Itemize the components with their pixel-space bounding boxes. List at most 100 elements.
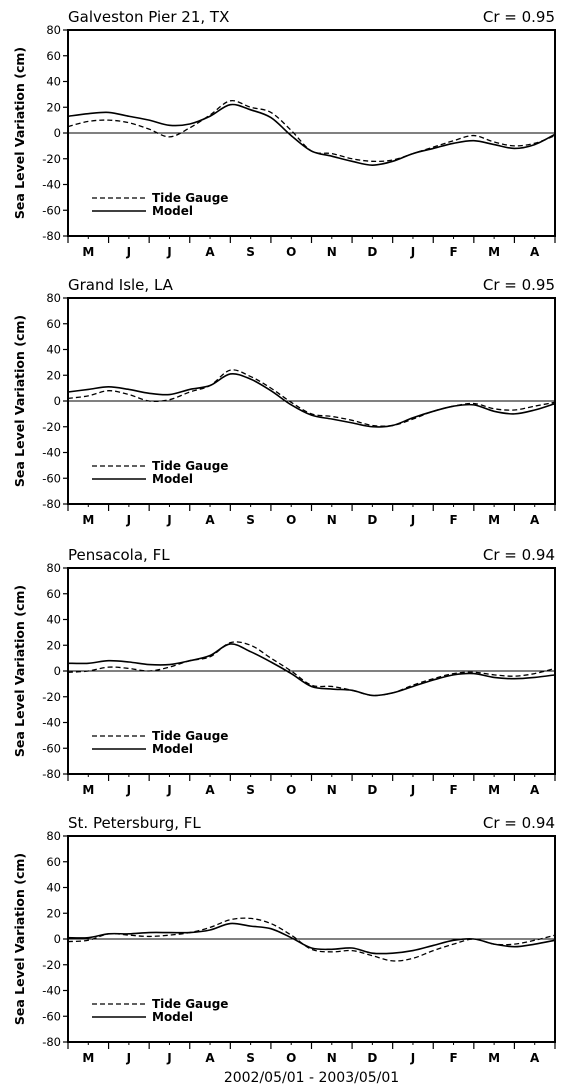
x-month-label: D xyxy=(367,783,377,797)
x-month-label: J xyxy=(126,513,131,527)
correlation-annotation: Cr = 0.95 xyxy=(483,276,555,294)
y-tick-label: 0 xyxy=(54,126,61,140)
y-tick-label: -80 xyxy=(42,767,61,781)
x-month-label: F xyxy=(449,513,457,527)
x-month-label: A xyxy=(205,783,215,797)
x-month-label: A xyxy=(205,513,215,527)
y-tick-label: 80 xyxy=(46,829,61,843)
legend-label: Model xyxy=(152,472,193,486)
y-tick-label: -20 xyxy=(42,152,61,166)
x-month-label: O xyxy=(286,1051,296,1065)
y-tick-label: 20 xyxy=(46,638,61,652)
y-tick-label: 60 xyxy=(46,587,61,601)
panel-3: 80 60 40 20 0 -20 -40 -60 -80 M J J A S O N D J F M A Pensaco… xyxy=(12,546,556,797)
x-month-label: M xyxy=(82,513,94,527)
y-tick-label: -60 xyxy=(42,471,61,485)
correlation-annotation: Cr = 0.94 xyxy=(483,546,555,564)
series-line-model xyxy=(67,643,556,697)
y-tick-label: 0 xyxy=(54,664,61,678)
x-month-label: M xyxy=(488,513,500,527)
y-tick-label: -80 xyxy=(42,1035,61,1049)
x-month-label: S xyxy=(246,1051,255,1065)
legend-label: Model xyxy=(152,742,193,756)
y-tick-label: 0 xyxy=(54,932,61,946)
x-month-label: J xyxy=(126,1051,131,1065)
y-tick-label: -40 xyxy=(42,984,61,998)
x-month-label: A xyxy=(530,513,540,527)
y-axis-label: Sea Level Variation (cm) xyxy=(12,585,27,757)
y-tick-label: 40 xyxy=(46,613,61,627)
y-tick-label: 80 xyxy=(46,561,61,575)
legend-label: Model xyxy=(152,204,193,218)
y-axis-label: Sea Level Variation (cm) xyxy=(12,315,27,487)
series-line-tide-gauge xyxy=(67,99,556,163)
x-month-label: M xyxy=(488,783,500,797)
x-month-label: J xyxy=(410,513,415,527)
y-tick-label: 40 xyxy=(46,881,61,895)
y-tick-label: -80 xyxy=(42,497,61,511)
x-month-label: O xyxy=(286,783,296,797)
x-month-label: A xyxy=(205,1051,215,1065)
y-tick-label: -20 xyxy=(42,420,61,434)
series-line-model xyxy=(67,103,556,166)
x-month-label: N xyxy=(327,1051,337,1065)
y-tick-label: 20 xyxy=(46,100,61,114)
x-month-label: D xyxy=(367,1051,377,1065)
x-month-label: J xyxy=(166,513,171,527)
x-month-label: D xyxy=(367,513,377,527)
y-tick-label: 40 xyxy=(46,75,61,89)
series-line-model xyxy=(67,372,556,428)
series-line-tide-gauge xyxy=(67,917,556,962)
x-axis-label: 2002/05/01 - 2003/05/01 xyxy=(224,1070,399,1086)
y-tick-label: -40 xyxy=(42,716,61,730)
x-month-label: J xyxy=(166,245,171,259)
correlation-annotation: Cr = 0.95 xyxy=(483,8,555,26)
x-month-label: M xyxy=(488,1051,500,1065)
panel-title: Grand Isle, LA xyxy=(68,276,174,294)
y-tick-label: -40 xyxy=(42,178,61,192)
y-tick-label: 20 xyxy=(46,906,61,920)
y-tick-label: 0 xyxy=(54,394,61,408)
series-line-tide-gauge xyxy=(67,369,556,427)
y-tick-label: -60 xyxy=(42,203,61,217)
y-axis-label: Sea Level Variation (cm) xyxy=(12,47,27,219)
legend-label: Tide Gauge xyxy=(152,459,228,473)
y-tick-label: -60 xyxy=(42,741,61,755)
x-month-label: F xyxy=(449,1051,457,1065)
x-month-label: A xyxy=(530,1051,540,1065)
series-line-model xyxy=(67,922,556,955)
panel-2: 80 60 40 20 0 -20 -40 -60 -80 M J J A S O N D J F M A Grand I… xyxy=(12,276,556,527)
y-tick-label: 80 xyxy=(46,23,61,37)
x-month-label: A xyxy=(205,245,215,259)
x-month-label: J xyxy=(410,783,415,797)
y-tick-label: 80 xyxy=(46,291,61,305)
legend-label: Tide Gauge xyxy=(152,997,228,1011)
x-month-label: M xyxy=(82,1051,94,1065)
y-tick-label: -20 xyxy=(42,690,61,704)
legend-label: Tide Gauge xyxy=(152,729,228,743)
y-tick-label: -20 xyxy=(42,958,61,972)
panel-title: Pensacola, FL xyxy=(68,546,170,564)
x-month-label: N xyxy=(327,245,337,259)
x-month-label: D xyxy=(367,245,377,259)
panel-title: Galveston Pier 21, TX xyxy=(68,8,229,26)
x-month-label: S xyxy=(246,783,255,797)
x-month-label: F xyxy=(449,783,457,797)
y-tick-label: 60 xyxy=(46,49,61,63)
x-month-label: J xyxy=(166,1051,171,1065)
legend-label: Tide Gauge xyxy=(152,191,228,205)
x-month-label: N xyxy=(327,513,337,527)
y-tick-label: -40 xyxy=(42,446,61,460)
y-tick-label: 60 xyxy=(46,855,61,869)
x-month-label: O xyxy=(286,513,296,527)
x-month-label: F xyxy=(449,245,457,259)
x-month-label: O xyxy=(286,245,296,259)
x-month-label: J xyxy=(410,1051,415,1065)
x-month-label: S xyxy=(246,245,255,259)
x-month-label: M xyxy=(82,783,94,797)
panel-4: 80 60 40 20 0 -20 -40 -60 -80 M J J A S O N D J F M A St. Pet… xyxy=(12,814,556,1086)
x-month-label: N xyxy=(327,783,337,797)
y-tick-label: 60 xyxy=(46,317,61,331)
correlation-annotation: Cr = 0.94 xyxy=(483,814,555,832)
